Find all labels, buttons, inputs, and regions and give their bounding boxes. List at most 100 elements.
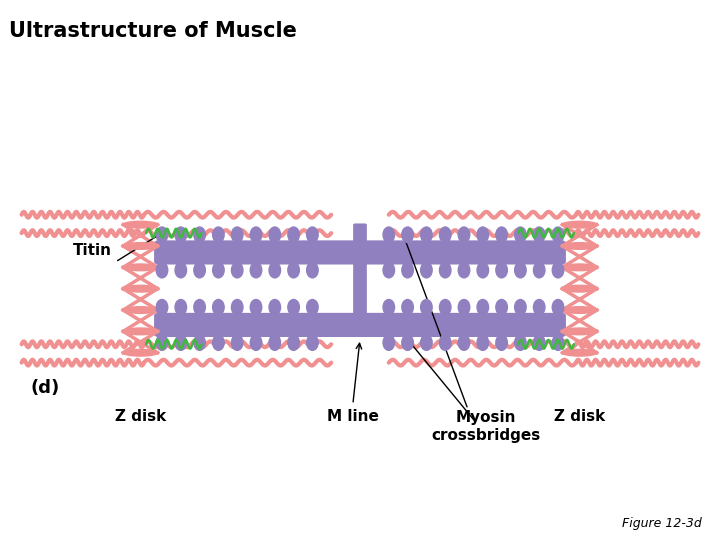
Ellipse shape (122, 242, 159, 250)
Ellipse shape (231, 262, 243, 278)
Ellipse shape (439, 227, 451, 242)
Ellipse shape (534, 262, 545, 278)
Ellipse shape (420, 335, 432, 350)
Ellipse shape (122, 327, 159, 335)
Ellipse shape (496, 300, 508, 315)
Text: Z disk: Z disk (114, 409, 166, 424)
Text: (d): (d) (30, 379, 60, 397)
Ellipse shape (477, 300, 489, 315)
Ellipse shape (175, 335, 186, 350)
Ellipse shape (212, 335, 224, 350)
Ellipse shape (458, 300, 469, 315)
FancyBboxPatch shape (154, 313, 566, 337)
Ellipse shape (251, 262, 262, 278)
Ellipse shape (156, 227, 168, 242)
Ellipse shape (122, 349, 159, 357)
Text: Ultrastructure of Muscle: Ultrastructure of Muscle (9, 21, 297, 40)
Ellipse shape (383, 262, 395, 278)
Ellipse shape (561, 264, 598, 272)
Ellipse shape (439, 335, 451, 350)
Ellipse shape (383, 227, 395, 242)
Ellipse shape (496, 262, 508, 278)
Ellipse shape (212, 300, 224, 315)
Ellipse shape (122, 264, 159, 272)
Ellipse shape (288, 300, 300, 315)
Ellipse shape (561, 221, 598, 229)
Text: Titin: Titin (73, 242, 112, 258)
Ellipse shape (307, 227, 318, 242)
Ellipse shape (175, 227, 186, 242)
Ellipse shape (122, 221, 159, 229)
Ellipse shape (561, 285, 598, 293)
Ellipse shape (194, 262, 205, 278)
Ellipse shape (194, 300, 205, 315)
Ellipse shape (269, 300, 281, 315)
Ellipse shape (552, 262, 564, 278)
Ellipse shape (175, 300, 186, 315)
Ellipse shape (307, 262, 318, 278)
Ellipse shape (231, 300, 243, 315)
Ellipse shape (194, 335, 205, 350)
Ellipse shape (212, 227, 224, 242)
Ellipse shape (420, 300, 432, 315)
Ellipse shape (288, 227, 300, 242)
Ellipse shape (477, 227, 489, 242)
Ellipse shape (383, 335, 395, 350)
Text: Myosin
crossbridges: Myosin crossbridges (431, 410, 541, 443)
Ellipse shape (402, 335, 413, 350)
Ellipse shape (156, 262, 168, 278)
Text: Z disk: Z disk (554, 409, 606, 424)
Ellipse shape (515, 262, 526, 278)
Ellipse shape (515, 227, 526, 242)
Ellipse shape (561, 306, 598, 314)
Ellipse shape (251, 300, 262, 315)
Ellipse shape (231, 227, 243, 242)
Ellipse shape (212, 262, 224, 278)
Ellipse shape (269, 227, 281, 242)
Ellipse shape (561, 349, 598, 357)
Ellipse shape (496, 335, 508, 350)
FancyBboxPatch shape (353, 224, 366, 335)
Ellipse shape (231, 335, 243, 350)
Ellipse shape (496, 227, 508, 242)
Ellipse shape (420, 262, 432, 278)
Ellipse shape (402, 300, 413, 315)
Ellipse shape (383, 300, 395, 315)
Ellipse shape (402, 262, 413, 278)
Ellipse shape (561, 327, 598, 335)
Ellipse shape (439, 300, 451, 315)
Ellipse shape (269, 262, 281, 278)
Ellipse shape (251, 227, 262, 242)
Ellipse shape (122, 285, 159, 293)
Ellipse shape (420, 227, 432, 242)
Ellipse shape (534, 335, 545, 350)
Ellipse shape (288, 262, 300, 278)
Ellipse shape (307, 335, 318, 350)
Ellipse shape (534, 300, 545, 315)
Ellipse shape (552, 300, 564, 315)
Ellipse shape (534, 227, 545, 242)
Ellipse shape (439, 262, 451, 278)
Ellipse shape (458, 227, 469, 242)
Ellipse shape (175, 262, 186, 278)
Ellipse shape (251, 335, 262, 350)
Ellipse shape (122, 306, 159, 314)
Ellipse shape (156, 300, 168, 315)
Ellipse shape (194, 227, 205, 242)
Ellipse shape (477, 335, 489, 350)
Text: Figure 12-3d: Figure 12-3d (622, 517, 702, 530)
Ellipse shape (156, 335, 168, 350)
Text: M line: M line (327, 409, 379, 424)
Ellipse shape (288, 335, 300, 350)
Ellipse shape (515, 335, 526, 350)
Ellipse shape (402, 227, 413, 242)
Ellipse shape (515, 300, 526, 315)
Ellipse shape (552, 335, 564, 350)
Ellipse shape (561, 242, 598, 250)
Ellipse shape (269, 335, 281, 350)
Ellipse shape (458, 335, 469, 350)
Ellipse shape (307, 300, 318, 315)
Ellipse shape (552, 227, 564, 242)
Ellipse shape (477, 262, 489, 278)
Ellipse shape (458, 262, 469, 278)
